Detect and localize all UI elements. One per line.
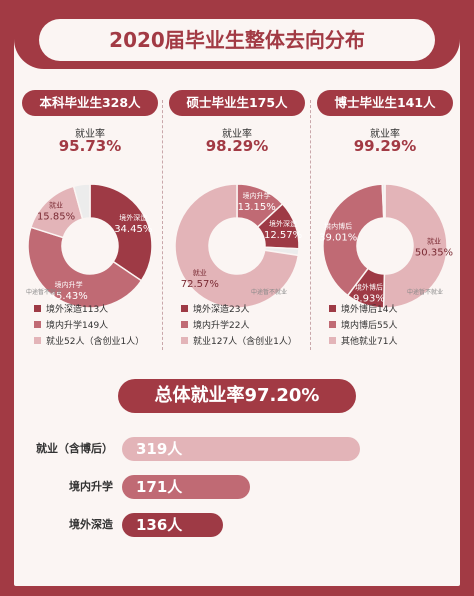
legend-label: 境内升学22人 — [193, 321, 250, 331]
employment-rate-value: 99.29% — [353, 137, 417, 155]
legend-label: 其他就业71人 — [341, 337, 398, 347]
donut-slice-employment — [382, 183, 448, 309]
legend-swatch — [329, 305, 336, 312]
slice-category-label: 境外深造 — [119, 213, 147, 222]
employment-rate-label: 就业率 — [370, 129, 400, 140]
note-label: 中途暂不就业 — [26, 289, 63, 296]
doctoral-heading: 博士毕业生141人 — [317, 90, 453, 116]
donut-slice-undecided — [381, 183, 386, 219]
undergraduate-legend: 境外深造113人 境内升学149人就业52人（含创业1人） — [34, 302, 162, 350]
legend-item: 就业52人（含创业1人） — [34, 334, 162, 350]
slice-value-label: 72.57% — [181, 279, 219, 290]
slice-value-label: 9.93% — [353, 293, 385, 304]
legend-label: 境内升学149人 — [46, 321, 109, 331]
bar-overseas-study: 136人 — [122, 513, 223, 537]
slice-category-label: 境外博后 — [355, 282, 383, 291]
employment-rate-label: 就业率 — [75, 129, 105, 140]
legend-swatch — [181, 337, 188, 344]
bar-value-label: 319人 — [136, 440, 183, 458]
doctoral-section: 博士毕业生141人 就业率 99.29% 就业 50.35% 境外博后 9.93% 境内… — [311, 90, 459, 370]
legend-swatch — [181, 305, 188, 312]
overall-employment-rate: 总体就业率97.20% — [118, 379, 356, 413]
legend-swatch — [329, 337, 336, 344]
legend-label: 境外深造113人 — [46, 305, 109, 315]
column-divider — [162, 100, 163, 350]
legend-item: 其他就业71人 — [329, 334, 457, 350]
undergraduate-donut-chart: 境外深造 34.45% 境内升学 45.43% 就业 15.85% — [27, 183, 153, 309]
slice-value-label: 45.43% — [50, 291, 88, 302]
note-label: 中途暂不就业 — [251, 289, 288, 296]
legend-item: 境外深造23人 — [181, 302, 309, 318]
bar-domestic-study: 171人 — [122, 475, 250, 499]
slice-value-label: 13.15% — [238, 202, 276, 213]
slice-category-label: 境内升学 — [55, 280, 83, 289]
master-section: 硕士毕业生175人 就业率 98.29% 境内升学 13.15% 境外深造 12.57… — [163, 90, 311, 370]
page-title: 2020届毕业生整体去向分布 — [39, 19, 435, 61]
slice-category-label: 就业 — [193, 268, 207, 277]
slice-category-label: 就业 — [49, 201, 63, 210]
bar-category-label: 就业（含博后） — [36, 442, 113, 455]
undergraduate-section: 本科毕业生328人 就业率 95.73% 境外深造 34.45% 境内升学 45.43… — [16, 90, 164, 370]
legend-label: 境内博后55人 — [341, 321, 398, 331]
bar-employment: 319人 — [122, 437, 360, 461]
slice-value-label: 34.45% — [114, 224, 152, 235]
donut-slice-undecided — [72, 183, 91, 220]
bar-category-label: 境外深造 — [69, 518, 113, 531]
column-divider — [310, 100, 311, 350]
slice-value-label: 15.85% — [37, 212, 75, 223]
bar-value-label: 136人 — [136, 516, 183, 534]
employment-rate-value: 98.29% — [205, 137, 269, 155]
legend-label: 境外深造23人 — [193, 305, 250, 315]
bar-value-label: 171人 — [136, 478, 183, 496]
bar-row-overseas-study: 境外深造 136人 — [0, 513, 474, 537]
legend-item: 境外博后14人 — [329, 302, 457, 318]
legend-item: 境内升学22人 — [181, 318, 309, 334]
legend-item: 就业127人（含创业1人） — [181, 334, 309, 350]
master-legend: 境外深造23人 境内升学22人就业127人（含创业1人） — [181, 302, 309, 350]
slice-value-label: 12.57% — [264, 230, 302, 241]
doctoral-legend: 境外博后14人 境内博后55人 其他就业71人 — [329, 302, 457, 350]
donut-slice-domestic-postdoc — [322, 183, 385, 297]
legend-swatch — [181, 321, 188, 328]
legend-label: 就业52人（含创业1人） — [46, 337, 145, 347]
employment-rate-value: 95.73% — [58, 137, 122, 155]
slice-category-label: 境内博后 — [324, 221, 352, 230]
slice-category-label: 境外深造 — [269, 219, 297, 228]
legend-swatch — [329, 321, 336, 328]
doctoral-donut-chart: 就业 50.35% 境外博后 9.93% 境内博后 39.01% — [319, 183, 453, 309]
slice-value-label: 50.35% — [415, 248, 453, 259]
legend-item: 境内升学149人 — [34, 318, 162, 334]
donut-slice-overseas-study — [89, 183, 153, 282]
slice-category-label: 境内升学 — [243, 191, 271, 200]
note-label: 中途暂不就业 — [407, 289, 444, 296]
bar-category-label: 境内升学 — [69, 480, 113, 493]
legend-swatch — [34, 321, 41, 328]
donut-slice-employment — [174, 183, 300, 309]
undergraduate-heading: 本科毕业生328人 — [22, 90, 158, 116]
legend-swatch — [34, 337, 41, 344]
slice-value-label: 39.01% — [319, 232, 357, 243]
legend-item: 境外深造113人 — [34, 302, 162, 318]
employment-rate-label: 就业率 — [222, 129, 252, 140]
slice-category-label: 就业 — [427, 237, 441, 246]
master-heading: 硕士毕业生175人 — [169, 90, 305, 116]
master-donut-chart: 境内升学 13.15% 境外深造 12.57% 就业 72.57% — [174, 183, 302, 309]
legend-item: 境内博后55人 — [329, 318, 457, 334]
donut-slice-domestic-study — [27, 226, 143, 309]
bar-row-domestic-study: 境内升学 171人 — [0, 475, 474, 499]
legend-label: 就业127人（含创业1人） — [193, 337, 297, 347]
bar-row-employment: 就业（含博后） 319人 — [0, 437, 474, 461]
legend-label: 境外博后14人 — [341, 305, 398, 315]
legend-swatch — [34, 305, 41, 312]
